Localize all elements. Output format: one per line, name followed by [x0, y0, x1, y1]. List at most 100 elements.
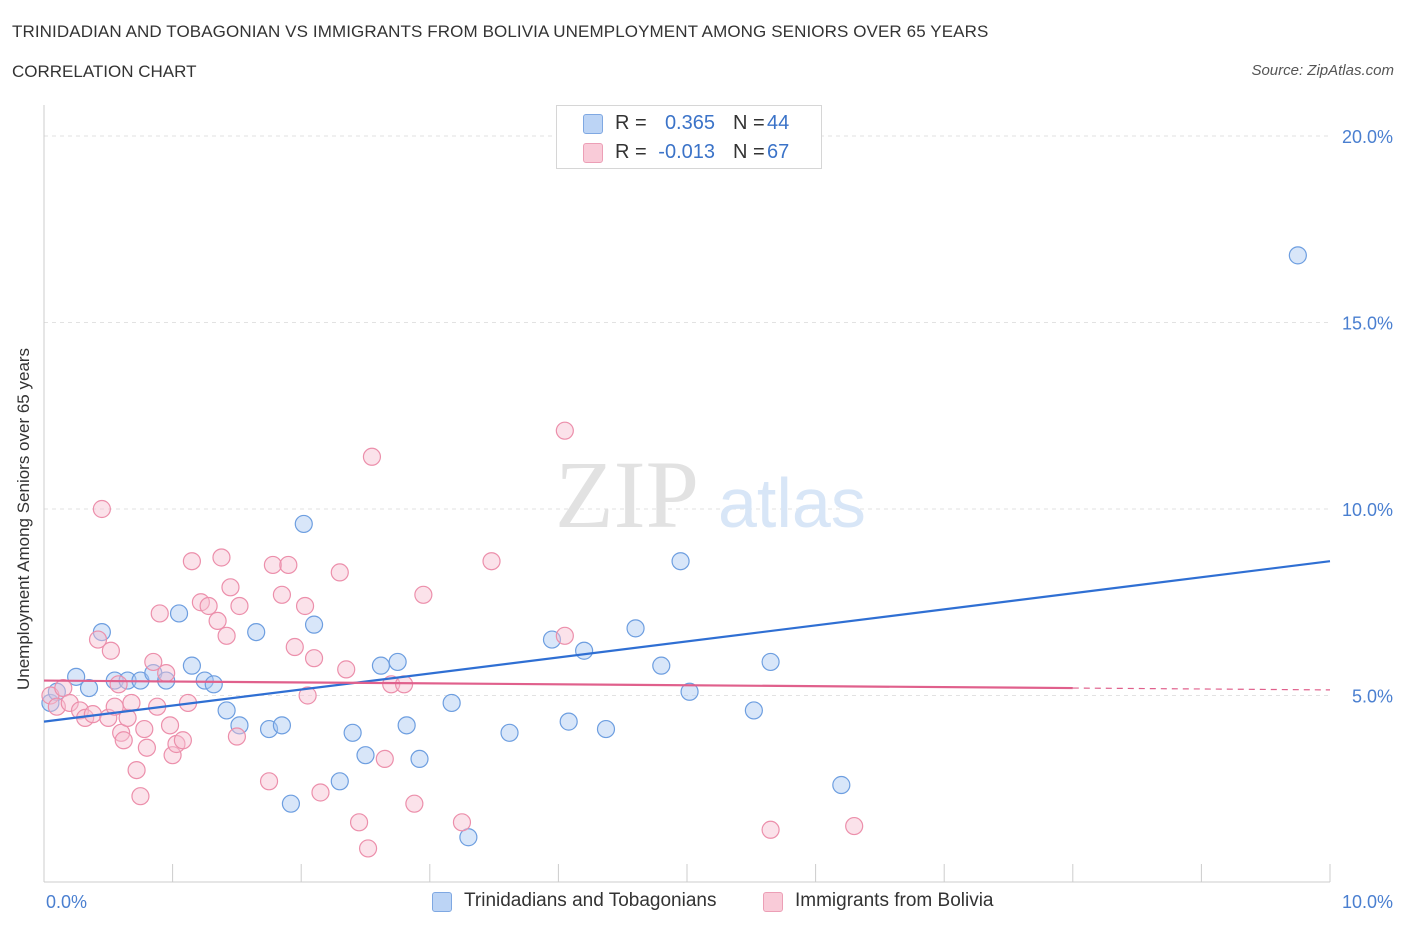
trinidadian-point: [410, 749, 429, 769]
bolivia-point: [114, 731, 133, 750]
bolivia-point: [304, 649, 324, 668]
trinidadian-point: [671, 552, 690, 571]
legend-n-value: 67: [767, 141, 790, 163]
bolivia-point: [382, 675, 401, 694]
trinidadian-point: [247, 622, 266, 642]
bolivia-point: [285, 637, 304, 657]
trinidadian-point: [442, 693, 461, 713]
bolivia-point: [131, 787, 150, 806]
bottom-legend-swatch-blue: [432, 892, 452, 912]
y-tick-label: 20.0%: [1342, 127, 1393, 147]
bolivia-point: [482, 552, 501, 571]
bolivia-point: [182, 552, 201, 571]
legend-row-bolivia: R = -0.013 N = 67: [557, 139, 821, 167]
bolivia-point: [761, 820, 780, 839]
bolivia-point: [160, 716, 180, 735]
trinidadian-point: [330, 772, 349, 791]
trinidadian-point: [371, 656, 391, 675]
trinidadian-point: [388, 652, 407, 672]
legend-swatch-blue: [583, 114, 603, 134]
trinidadian-point: [294, 514, 313, 534]
trinidadian-point: [596, 719, 616, 739]
bolivia-point: [375, 749, 394, 769]
bolivia-point: [199, 596, 218, 616]
trinidadian-point: [575, 641, 594, 660]
legend-n-label: N =: [733, 112, 765, 134]
trinidadian-point: [304, 615, 324, 634]
trinidadian-point: [1288, 246, 1307, 265]
x-tick-label: 10.0%: [1342, 892, 1393, 912]
bolivia-point: [88, 630, 108, 649]
bolivia-point: [349, 813, 369, 832]
bolivia-point: [272, 585, 292, 604]
bolivia-point: [230, 596, 249, 616]
bolivia-point: [414, 585, 433, 604]
y-tick-label: 5.0%: [1352, 687, 1393, 707]
trend-line-bolivia-extension: [1072, 687, 1331, 691]
legend-n-label: N =: [733, 141, 765, 163]
trinidadian-point: [217, 701, 236, 720]
source-label: Source: ZipAtlas.com: [1251, 62, 1394, 79]
watermark-zip: ZIP: [555, 441, 699, 548]
bolivia-point: [101, 641, 120, 660]
chart-subtitle: CORRELATION CHART: [12, 62, 197, 81]
bolivia-point: [150, 604, 169, 623]
trinidadian-point: [500, 723, 519, 742]
bolivia-point: [555, 626, 574, 645]
x-tick-label: 0.0%: [46, 892, 87, 912]
trinidadian-point: [680, 682, 699, 701]
bolivia-point: [144, 652, 163, 672]
bolivia-point: [163, 746, 182, 765]
bolivia-point: [60, 693, 79, 713]
bottom-legend-swatch-pink: [763, 892, 783, 912]
bolivia-point: [405, 794, 424, 813]
y-tick-label: 10.0%: [1342, 500, 1393, 520]
trinidadian-point: [272, 716, 292, 735]
data-points: [41, 246, 1307, 858]
legend-row-trinidadian: R = 0.365 N = 44: [557, 110, 821, 138]
trend-line-trinidadian: [43, 560, 1331, 723]
bolivia-point: [330, 563, 349, 582]
y-tick-label: 15.0%: [1342, 314, 1393, 334]
trinidadian-point: [182, 656, 201, 675]
trinidadian-point: [559, 712, 578, 731]
legend-r-label: R =: [615, 112, 647, 134]
correlation-legend: R = 0.365 N = 44 R = -0.013 N = 67: [556, 105, 822, 169]
trend-line-bolivia: [43, 679, 1073, 690]
bolivia-point: [173, 731, 192, 750]
bolivia-point: [845, 816, 864, 836]
bolivia-point: [92, 499, 111, 519]
watermark: ZIP atlas: [555, 441, 866, 548]
bottom-legend-label: Immigrants from Bolivia: [795, 890, 994, 911]
bolivia-point: [127, 760, 146, 780]
bottom-legend-label: Trinidadians and Tobagonians: [464, 890, 717, 911]
trinidadian-point: [79, 678, 99, 698]
bolivia-point: [263, 555, 283, 575]
chart-title: TRINIDADIAN AND TOBAGONIAN VS IMMIGRANTS…: [12, 22, 989, 41]
bolivia-point: [311, 783, 330, 802]
legend-r-value: 0.365: [664, 112, 715, 134]
trinidadian-point: [761, 652, 780, 672]
trinidadian-point: [356, 746, 375, 765]
trinidadian-point: [744, 701, 763, 720]
trinidadian-point: [230, 716, 249, 735]
bolivia-point: [295, 596, 315, 616]
trend-lines: [43, 560, 1331, 723]
bolivia-point: [279, 555, 298, 575]
tick-labels: 5.0% 10.0% 15.0% 20.0% 0.0% 10.0%: [46, 127, 1393, 912]
legend-swatch-pink: [583, 143, 603, 163]
legend-n-value: 44: [767, 112, 790, 134]
bolivia-point: [137, 738, 156, 757]
bolivia-point: [118, 708, 137, 727]
trinidadian-point: [169, 604, 189, 623]
bolivia-point: [337, 660, 356, 679]
trinidadian-point: [652, 656, 671, 675]
bolivia-point: [109, 675, 128, 694]
legend-r-value: -0.013: [658, 141, 715, 163]
trinidadian-point: [397, 716, 416, 735]
watermark-atlas: atlas: [718, 464, 866, 542]
bolivia-point: [212, 548, 231, 567]
bolivia-point: [362, 447, 382, 466]
legend-r-label: R =: [615, 141, 647, 163]
trinidadian-point: [195, 671, 214, 690]
